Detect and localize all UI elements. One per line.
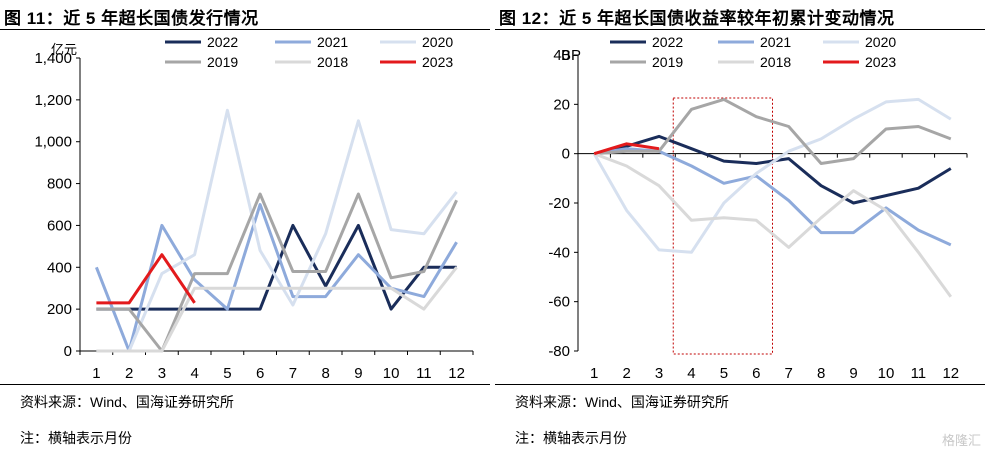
y-axis-label: BP [561, 47, 581, 64]
x-tick-label: 11 [911, 365, 927, 382]
x-tick-label: 12 [942, 365, 959, 382]
title-rule [0, 29, 490, 30]
y-tick-label: 400 [47, 259, 72, 276]
y-tick-label: 600 [47, 217, 72, 234]
series-line-2020 [592, 97, 952, 254]
y-tick-label: -20 [548, 195, 570, 212]
chart-panel-yield-change: 图 12：近 5 年超长国债收益率较年初累计变动情况 -80 -60 -40 -20 0… [495, 0, 989, 456]
x-tick-label: 12 [448, 365, 465, 382]
x-tick-label: 10 [878, 365, 895, 382]
y-axis-label: 亿元 [51, 42, 77, 57]
source-rule [0, 384, 490, 385]
x-tick-label: 8 [817, 365, 825, 382]
y-tick-label: 800 [47, 176, 72, 193]
x-tick-label: 1 [92, 365, 100, 382]
legend-label-2020: 2020 [865, 34, 896, 50]
legend-label-2019: 2019 [652, 54, 683, 70]
y-tick-label: 0 [64, 343, 72, 360]
y-tick-label: 1,000 [34, 134, 72, 151]
source-rule [495, 384, 985, 385]
x-tick-label: 1 [590, 365, 598, 382]
x-tick-label: 7 [785, 365, 793, 382]
source-text: 资料来源：Wind、国海证券研究所 [20, 394, 234, 410]
series-line-2019 [96, 192, 458, 353]
legend-label-2022: 2022 [652, 34, 683, 50]
legend-label-2019: 2019 [207, 54, 238, 70]
series-line-2019 [594, 97, 952, 165]
highlight-box [672, 97, 773, 355]
x-tick-label: 9 [849, 365, 857, 382]
chart-title: 图 12：近 5 年超长国债收益率较年初累计变动情况 [499, 9, 895, 28]
note-text: 注：横轴表示月份 [20, 430, 132, 446]
x-tick-label: 2 [622, 365, 630, 382]
series-line-2023 [96, 253, 196, 305]
series-line-2021 [95, 203, 458, 353]
x-tick-label: 5 [223, 365, 231, 382]
x-tick-label: 8 [321, 365, 329, 382]
x-tick-label: 3 [655, 365, 663, 382]
legend-label-2023: 2023 [865, 54, 896, 70]
x-tick-label: 5 [720, 365, 728, 382]
legend-label-2023: 2023 [422, 54, 453, 70]
x-tick-label: 10 [383, 365, 400, 382]
note-text: 注：横轴表示月份 [515, 430, 627, 446]
series-line-2022 [96, 223, 457, 311]
x-tick-label: 2 [125, 365, 133, 382]
source-text: 资料来源：Wind、国海证券研究所 [515, 394, 729, 410]
title-rule [495, 29, 985, 30]
y-tick-label: 1,200 [34, 92, 72, 109]
y-tick-label: 1,400 [34, 50, 72, 67]
y-tick-label: -40 [548, 244, 570, 261]
x-tick-label: 6 [256, 365, 264, 382]
series-line-2023 [593, 142, 660, 156]
x-tick-label: 4 [687, 365, 695, 382]
chart-title: 图 11：近 5 年超长国债发行情况 [4, 9, 259, 28]
watermark-logo: 格隆汇 [941, 433, 981, 448]
y-tick-label: 40 [553, 47, 570, 64]
x-tick-label: 4 [190, 365, 198, 382]
legend-label-2020: 2020 [422, 34, 453, 50]
legend-label-2018: 2018 [760, 54, 791, 70]
y-tick-label: 200 [47, 301, 72, 318]
y-tick-label: 20 [553, 96, 570, 113]
legend-label-2021: 2021 [760, 34, 791, 50]
x-tick-label: 3 [158, 365, 166, 382]
y-tick-label: 0 [562, 146, 570, 163]
y-tick-label: -60 [548, 294, 570, 311]
chart-panel-issuance: 图 11：近 5 年超长国债发行情况 0 200 400 600 800 1,000 1,2… [0, 0, 494, 456]
legend-label-2022: 2022 [207, 34, 238, 50]
x-tick-label: 7 [289, 365, 297, 382]
series-line-2018 [96, 266, 458, 353]
x-tick-label: 11 [416, 365, 432, 382]
series-line-2018 [593, 152, 953, 298]
legend-label-2021: 2021 [317, 34, 348, 50]
y-tick-label: -80 [548, 343, 570, 360]
x-tick-label: 9 [354, 365, 362, 382]
legend-label-2018: 2018 [317, 54, 348, 70]
x-tick-label: 6 [752, 365, 760, 382]
series-line-2020 [96, 108, 458, 353]
